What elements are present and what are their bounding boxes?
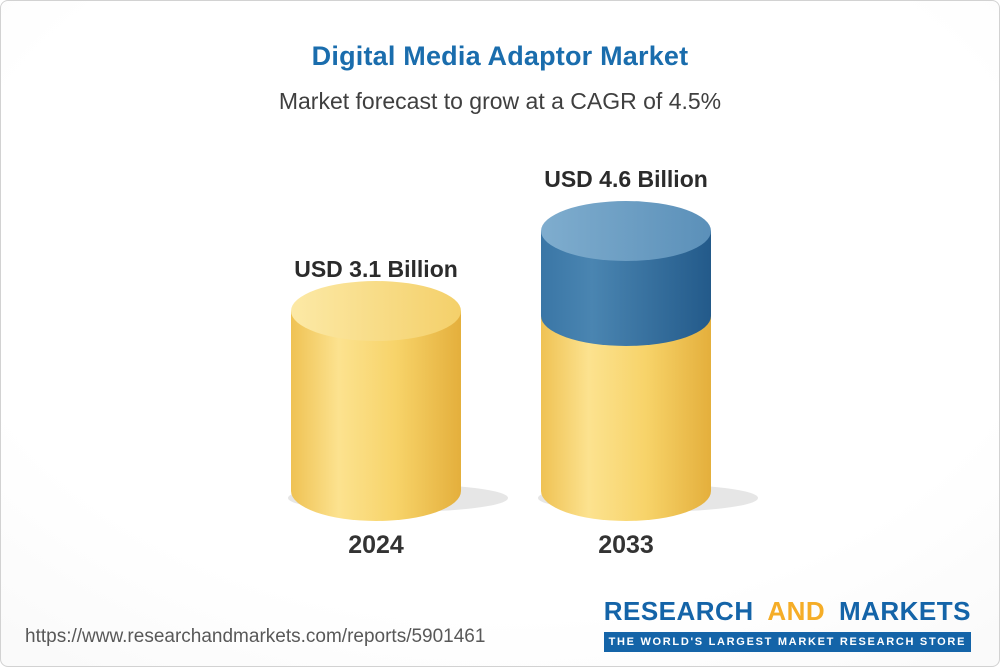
source-url-link[interactable]: https://www.researchandmarkets.com/repor… <box>25 626 486 647</box>
logo-wordmark: RESEARCH AND MARKETS <box>604 596 971 627</box>
chart-subtitle: Market forecast to grow at a CAGR of 4.5… <box>278 88 722 114</box>
cylinder-2024-top <box>291 281 461 341</box>
x-axis-label-2024: 2024 <box>348 531 404 559</box>
logo-tagline: THE WORLD'S LARGEST MARKET RESEARCH STOR… <box>603 632 971 652</box>
value-label-2033: USD 4.6 Billion <box>544 166 708 192</box>
chart-area: USD 3.1 Billion USD 4.6 Billion 2024 203… <box>1 151 999 591</box>
research-and-markets-logo: RESEARCH AND MARKETS THE WORLD'S LARGEST… <box>603 596 971 652</box>
footer: https://www.researchandmarkets.com/repor… <box>1 596 999 666</box>
cylinder-bar-2033 <box>541 201 711 521</box>
cylinder-bar-2024 <box>291 281 461 521</box>
logo-word-markets: MARKETS <box>838 596 971 626</box>
chart-header: Digital Media Adaptor Market Market fore… <box>1 1 999 115</box>
cylinder-bar-chart <box>288 201 758 521</box>
logo-word-research: RESEARCH <box>603 596 754 626</box>
x-axis-label-2033: 2033 <box>598 531 654 559</box>
value-label-2024: USD 3.1 Billion <box>294 256 458 282</box>
chart-title: Digital Media Adaptor Market <box>311 41 689 71</box>
cylinder-2033-top <box>541 201 711 261</box>
logo-word-and: AND <box>767 596 826 626</box>
